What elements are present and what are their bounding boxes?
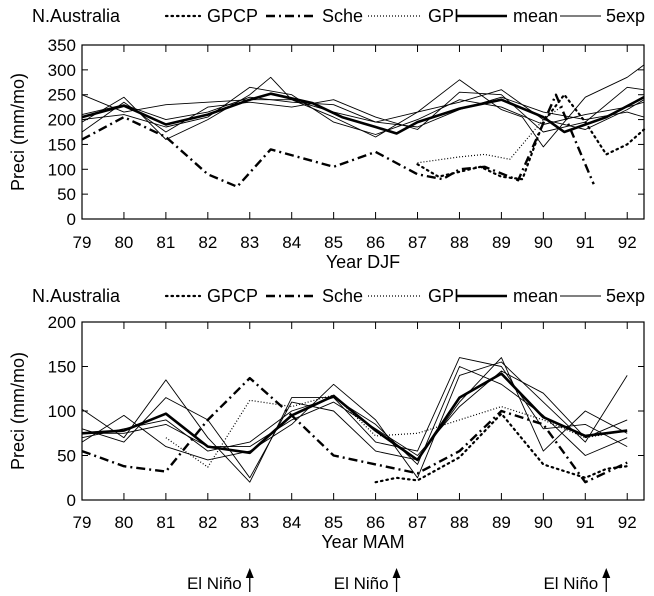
series-line-exp4 (81, 366, 628, 465)
y-tick-label: 50 (57, 185, 76, 204)
y-tick-label: 150 (48, 135, 76, 154)
x-tick-label: 86 (366, 233, 385, 252)
series-line-sche (81, 93, 595, 188)
el-nino-label: El Niño (334, 574, 389, 593)
x-tick-label: 89 (492, 233, 511, 252)
djf-panel: 0 50 100 150 200 250 300 350 79 80 81 82 83 84 85 86 87 8… (8, 6, 646, 272)
legend-label-gpi: GPI (428, 6, 459, 26)
series-line-gpcp (416, 93, 646, 181)
y-tick-label: 200 (48, 313, 76, 332)
legend-label-gpcp: GPCP (207, 6, 258, 26)
y-tick-label: 200 (48, 111, 76, 130)
el-nino-arrow-head (245, 568, 254, 578)
el-nino-label: El Niño (187, 574, 242, 593)
series-line-exp3 (81, 357, 628, 479)
y-tick-label: 250 (48, 86, 76, 105)
y-axis-title: Preci (mm/mo) (8, 352, 28, 470)
x-tick-label: 82 (198, 513, 217, 532)
y-axis-title: Preci (mm/mo) (8, 73, 28, 191)
y-tick-label: 50 (57, 447, 76, 466)
y-tick-label: 0 (67, 210, 76, 229)
x-tick-label: 92 (618, 513, 637, 532)
el-nino-label: El Niño (543, 574, 598, 593)
x-tick-label: 90 (534, 513, 553, 532)
el-nino-arrow-head (602, 568, 611, 578)
series-line-exp1 (81, 357, 628, 483)
el-nino-annotations: El Niño El Niño El Niño (187, 568, 611, 593)
x-tick-label: 83 (240, 513, 259, 532)
y-tick-label: 350 (48, 36, 76, 55)
x-tick-label: 85 (324, 233, 343, 252)
x-tick-label: 81 (156, 513, 175, 532)
legend-label-gpcp: GPCP (207, 286, 258, 306)
legend-label-sche: Sche (322, 286, 363, 306)
series-line-exp4 (81, 86, 645, 135)
legend-region-label: N.Australia (32, 6, 121, 26)
y-tick-label: 300 (48, 61, 76, 80)
x-tick-label: 83 (240, 233, 259, 252)
x-tick-label: 85 (324, 513, 343, 532)
series-line-exp2 (81, 64, 645, 148)
x-tick-label: 79 (73, 233, 92, 252)
y-tick-label: 0 (67, 491, 76, 510)
series-line-mean (81, 92, 645, 135)
el-nino-arrow-head (392, 568, 401, 578)
legend-label-mean: mean (513, 286, 558, 306)
series-line-mean (81, 372, 628, 462)
legend-region-label: N.Australia (32, 286, 121, 306)
y-tick-label: 100 (48, 160, 76, 179)
legend-label-5exp: 5exp (606, 6, 645, 26)
series-line-gpi (165, 394, 628, 468)
mam-panel: 0 50 100 150 200 79 80 81 82 83 84 85 86 87 88 89 90 91 92… (8, 286, 645, 552)
x-tick-label: 84 (282, 513, 301, 532)
series-line-gpcp (374, 412, 629, 484)
x-tick-label: 88 (450, 513, 469, 532)
legend-label-mean: mean (513, 6, 558, 26)
series-line-exp2 (81, 361, 628, 479)
x-tick-label: 91 (576, 513, 595, 532)
legend-label-5exp: 5exp (606, 286, 645, 306)
x-tick-label: 80 (114, 513, 133, 532)
x-tick-label: 87 (408, 233, 427, 252)
x-tick-label: 86 (366, 513, 385, 532)
x-tick-label: 87 (408, 513, 427, 532)
x-tick-label: 88 (450, 233, 469, 252)
x-tick-label: 90 (534, 233, 553, 252)
series-line-exp5 (82, 370, 628, 456)
legend-label-sche: Sche (322, 6, 363, 26)
series-line-gpi (417, 104, 565, 164)
y-tick-label: 100 (48, 402, 76, 421)
x-tick-label: 81 (156, 233, 175, 252)
legend-label-gpi: GPI (428, 286, 459, 306)
x-axis-title: Year MAM (321, 532, 404, 552)
x-tick-label: 92 (618, 233, 637, 252)
x-tick-label: 89 (492, 513, 511, 532)
series-line-exp5 (81, 89, 645, 130)
x-tick-label: 84 (282, 233, 301, 252)
x-tick-label: 91 (576, 233, 595, 252)
x-tick-label: 79 (73, 513, 92, 532)
series-line-sche (81, 376, 628, 484)
x-tick-label: 80 (114, 233, 133, 252)
x-axis-title: Year DJF (326, 252, 400, 272)
y-tick-label: 150 (48, 358, 76, 377)
x-tick-label: 82 (198, 233, 217, 252)
